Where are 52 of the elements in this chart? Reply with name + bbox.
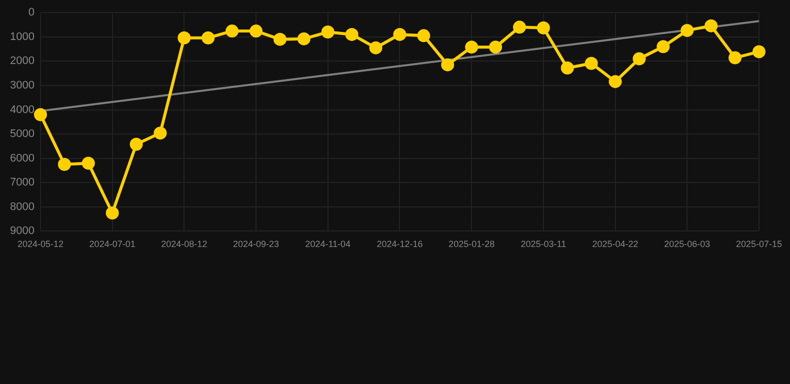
y-tick-label: 4000 [10, 104, 34, 116]
point [202, 31, 215, 44]
x-tick-label: 2024-05-12 [17, 239, 64, 250]
point [345, 28, 358, 41]
y-tick-label: 0 [28, 6, 34, 19]
point [536, 21, 550, 34]
point [34, 108, 47, 122]
point [82, 156, 95, 170]
y-tick-label: 5000 [10, 128, 34, 140]
x-tick-label: 2025-03-11 [520, 239, 566, 250]
y-tick-label: 3000 [10, 80, 34, 92]
x-tick-label: 2024-09-23 [233, 239, 280, 250]
x-tick-label: 2024-12-16 [376, 239, 423, 250]
x-tick-label: 2025-04-22 [592, 239, 638, 250]
point [656, 40, 670, 54]
y-tick-label: 8000 [10, 200, 34, 213]
point [178, 31, 191, 44]
point [417, 29, 430, 42]
y-tick-label: 6000 [10, 152, 34, 164]
point [560, 61, 574, 74]
point [680, 24, 694, 37]
point [489, 40, 502, 54]
point [58, 158, 71, 171]
y-tick-label: 1000 [10, 30, 34, 43]
point [752, 45, 766, 58]
point [297, 32, 310, 46]
x-tick-label: 2024-08-12 [161, 239, 208, 250]
x-tick-label: 2024-11-04 [305, 239, 351, 250]
y-tick-label: 7000 [10, 176, 34, 189]
point [728, 51, 742, 64]
y-tick-label: 9000 [10, 225, 34, 238]
x-tick-label: 2025-06-03 [664, 239, 710, 250]
point [321, 26, 334, 39]
point [632, 52, 646, 66]
point [250, 24, 263, 38]
point [226, 24, 239, 38]
x-tick-label: 2025-07-15 [736, 239, 782, 250]
point [369, 41, 382, 54]
x-tick-label: 2024-07-01 [89, 239, 136, 250]
point [130, 138, 143, 151]
x-tick-label: 2025-01-28 [448, 239, 495, 250]
point [584, 56, 598, 70]
point [465, 40, 478, 54]
point [704, 19, 718, 32]
point [273, 32, 286, 46]
point [106, 206, 119, 220]
point [393, 28, 406, 41]
point [512, 20, 526, 34]
y-tick-label: 2000 [10, 55, 34, 68]
point [608, 75, 622, 88]
point [441, 58, 454, 72]
point [154, 126, 167, 140]
